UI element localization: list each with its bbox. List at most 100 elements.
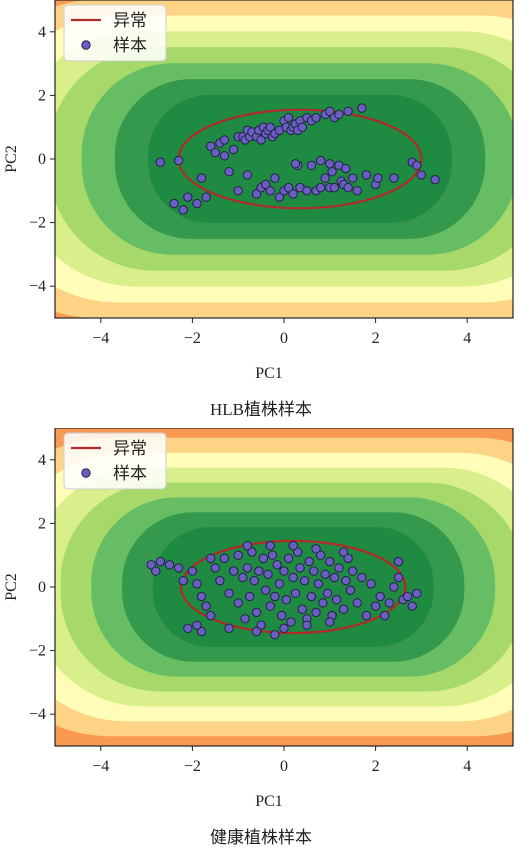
sample-point — [325, 159, 335, 169]
sample-point — [334, 563, 344, 573]
sample-point — [219, 151, 230, 161]
sample-point — [290, 159, 301, 169]
sample-point — [325, 617, 335, 627]
healthy-chart-caption: 健康植株样本 — [210, 828, 312, 847]
sample-point — [283, 182, 294, 193]
sample-point — [242, 563, 253, 573]
sample-point — [373, 173, 383, 183]
x-tick-label: 2 — [372, 758, 380, 775]
sample-point — [407, 601, 417, 611]
sample-point — [215, 575, 225, 586]
sample-point — [201, 601, 211, 611]
x-tick-label: 0 — [280, 330, 288, 347]
sample-point — [196, 591, 207, 602]
hlb-chart-caption: HLB植株样本 — [210, 400, 312, 419]
sample-point — [320, 569, 330, 579]
sample-point — [224, 167, 234, 177]
sample-point — [283, 112, 294, 123]
y-tick-label: 4 — [38, 24, 46, 41]
x-tick-label: −4 — [92, 758, 109, 775]
sample-point — [302, 186, 312, 196]
y-tick-label: −4 — [29, 706, 46, 723]
sample-point — [270, 630, 280, 640]
sample-point — [315, 155, 326, 166]
x-tick-label: −2 — [184, 758, 201, 775]
sample-point — [178, 205, 188, 215]
sample-point — [183, 192, 193, 202]
sample-point — [183, 623, 193, 634]
sample-point — [233, 186, 243, 196]
sample-point — [240, 614, 250, 624]
sample-point — [311, 607, 321, 618]
sample-point — [293, 547, 303, 557]
sample-point — [187, 566, 198, 576]
sample-point — [341, 163, 351, 174]
sample-point — [343, 553, 353, 564]
sample-point — [256, 135, 266, 145]
sample-point — [384, 598, 395, 608]
sample-point — [263, 569, 273, 579]
sample-point — [295, 563, 305, 573]
sample-point — [265, 601, 275, 611]
sample-point — [348, 566, 358, 576]
sample-point — [315, 550, 326, 560]
y-tick-label: 2 — [38, 515, 46, 532]
legend-marker-swatch — [81, 468, 91, 478]
sample-point — [210, 147, 221, 158]
sample-point — [178, 575, 188, 586]
sample-point — [251, 189, 262, 199]
x-axis-label: PC1 — [255, 365, 283, 382]
contour-band — [148, 95, 452, 223]
sample-point — [361, 170, 372, 180]
sample-point — [366, 579, 376, 589]
sample-point — [274, 192, 285, 202]
x-tick-label: −2 — [184, 330, 201, 347]
sample-point — [233, 550, 243, 560]
legend-label-boundary: 异常 — [113, 11, 147, 30]
sample-point — [238, 572, 248, 583]
sample-point — [325, 556, 335, 567]
sample-point — [402, 591, 413, 602]
sample-point — [430, 174, 440, 185]
sample-point — [247, 547, 257, 557]
sample-point — [393, 556, 404, 567]
sample-point — [169, 198, 179, 209]
sample-point — [334, 109, 344, 120]
sample-point — [224, 588, 234, 599]
sample-point — [325, 106, 335, 117]
sample-point — [272, 560, 282, 570]
sample-point — [286, 617, 296, 627]
sample-point — [343, 106, 353, 117]
y-axis-label: PC2 — [3, 573, 20, 601]
sample-point — [357, 572, 367, 583]
sample-point — [201, 192, 211, 202]
sample-point — [249, 575, 259, 586]
sample-point — [279, 623, 289, 634]
sample-point — [192, 579, 202, 589]
sample-point — [219, 553, 230, 564]
sample-point — [274, 579, 285, 589]
sample-point — [311, 544, 321, 554]
sample-point — [306, 160, 317, 171]
sample-point — [151, 566, 161, 576]
x-tick-label: 0 — [280, 758, 288, 775]
sample-point — [302, 620, 312, 630]
sample-point — [375, 591, 385, 602]
sample-point — [352, 186, 362, 196]
sample-point — [338, 547, 349, 557]
y-tick-label: −2 — [29, 643, 46, 660]
sample-point — [322, 588, 333, 599]
sample-point — [256, 620, 266, 630]
sample-point — [242, 540, 253, 551]
healthy-chart-panel: −4 −2 0 2 4 −4 −2 0 2 4 PC1 PC2 异常 样本 健康植株样本 — [0, 428, 522, 853]
sample-points — [146, 540, 422, 640]
sample-point — [299, 575, 310, 586]
sample-point — [155, 556, 166, 567]
sample-point — [290, 588, 301, 599]
sample-point — [219, 135, 230, 145]
sample-point — [242, 170, 253, 180]
sample-point — [251, 626, 262, 637]
sample-point — [297, 122, 308, 132]
